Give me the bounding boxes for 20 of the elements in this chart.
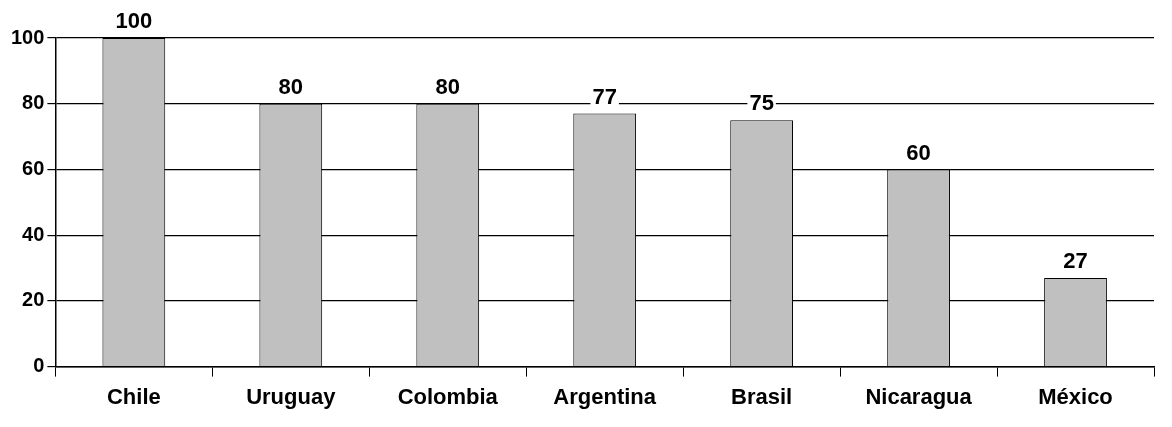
data-label: 60	[906, 139, 931, 165]
data-label: 75	[749, 90, 774, 116]
data-label: 77	[592, 83, 617, 109]
x-tick-label: México	[1038, 383, 1113, 409]
x-tick-label: Brasil	[731, 383, 793, 409]
x-tick-label: Uruguay	[246, 383, 337, 409]
x-tick-label: Argentina	[553, 383, 657, 409]
y-tick-label: 80	[22, 91, 45, 114]
data-label: 80	[435, 73, 460, 99]
x-tick-label: Colombia	[397, 383, 499, 409]
y-tick-label: 60	[22, 156, 45, 179]
y-tick-label: 0	[33, 354, 45, 377]
data-label: 27	[1063, 247, 1088, 273]
data-label: 80	[278, 73, 304, 99]
y-tick-label: 20	[22, 288, 45, 311]
data-label: 100	[115, 8, 153, 34]
y-tick-label: 40	[22, 222, 45, 245]
y-tick-label: 100	[10, 25, 45, 48]
x-tick-label: Chile	[106, 383, 161, 409]
x-tick-label: Nicaragua	[865, 383, 973, 409]
